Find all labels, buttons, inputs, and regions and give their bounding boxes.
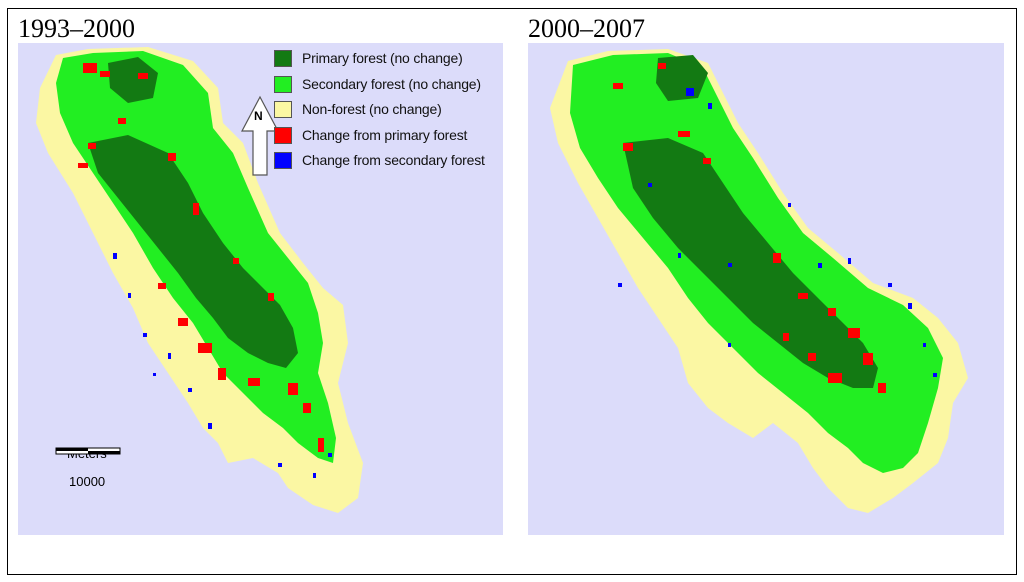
legend-swatch-primary [274,50,292,67]
legend-label-change-primary: Change from primary forest [302,126,468,143]
primary-forest-north [656,55,708,101]
legend-item-nonforest: Non-forest (no change) [274,99,504,125]
legend-swatch-nonforest [274,101,292,118]
legend-swatch-secondary [274,75,292,93]
scale-bar-graphic [55,447,121,455]
primary-forest-north [108,57,158,103]
change-primary-patches [613,63,886,393]
map-panel-left: N Meters 10000 [18,43,503,535]
legend-swatch-change-primary [274,126,292,144]
primary-forest-region [623,138,878,388]
change-primary-patches [78,63,324,452]
legend-label-change-secondary: Change from secondary forest [302,152,485,168]
legend-label-secondary: Secondary forest (no change) [302,75,481,92]
legend-swatch-change-secondary [274,152,292,169]
legend-item-change-primary: Change from primary forest [274,125,504,151]
legend-label-primary: Primary forest (no change) [302,50,463,66]
legend-item-change-secondary: Change from secondary forest [274,150,504,176]
scale-bar: Meters 10000 [55,446,125,496]
map-left-svg [36,47,363,513]
scale-value: 10000 [69,474,106,489]
change-secondary-patches [618,88,937,377]
legend-item-secondary: Secondary forest (no change) [274,74,504,100]
north-letter: N [254,109,263,123]
primary-forest-region [88,135,298,368]
legend-label-nonforest: Non-forest (no change) [302,101,442,117]
map-right-svg [550,49,968,513]
legend: Primary forest (no change) Secondary for… [274,48,504,176]
change-secondary-patches [113,253,332,478]
map-panel-right [528,43,1004,535]
panel-title-right: 2000–2007 [528,14,645,43]
legend-item-primary: Primary forest (no change) [274,48,504,74]
panel-title-left: 1993–2000 [18,14,135,43]
